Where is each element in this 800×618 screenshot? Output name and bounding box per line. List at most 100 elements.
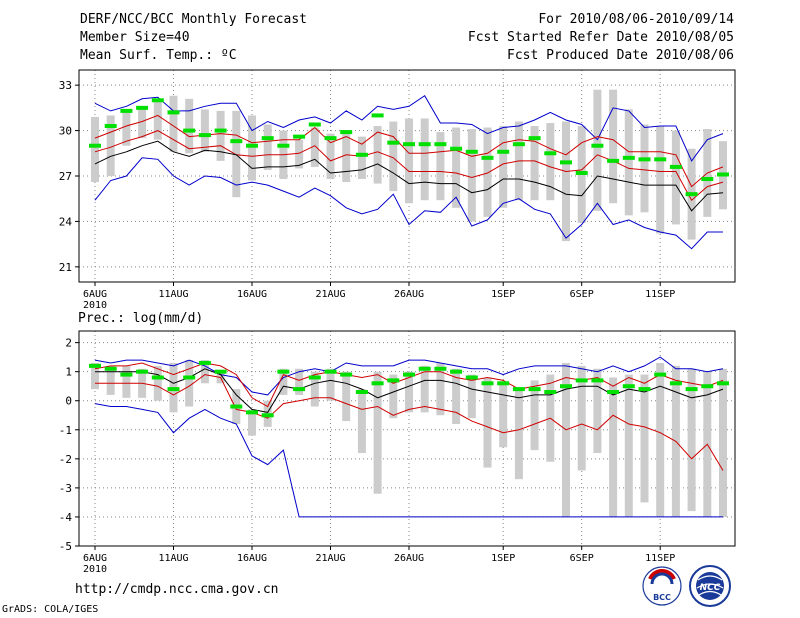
prec-ytick-label: -4 [59,511,73,524]
prec-ytick-label: -1 [59,424,72,437]
prec-box [248,409,256,436]
prec-median-mark [497,381,510,386]
temp-box [138,107,147,139]
temp-line-mean-minus-std [94,130,724,201]
temp-xtick-label: 6AUG [83,289,107,300]
prec-median-mark [120,372,133,377]
temp-box [593,89,602,211]
temp-median-mark [246,143,258,148]
temp-box [467,129,476,222]
temp-box [248,115,256,181]
temp-box [530,126,539,201]
temp-median-mark [324,136,337,141]
prec-median-mark [418,366,431,371]
temp-ytick-label: 30 [59,125,72,138]
prec-median-mark [89,363,101,368]
prec-box [530,380,539,451]
prec-median-mark [387,378,400,383]
bcc-logo-text: BCC [653,593,671,602]
temp-box [436,132,445,201]
prec-xtick-label: 16AUG [237,553,267,564]
prec-median-mark [701,384,714,389]
prec-box [420,365,429,413]
precipitation-title: Prec.: log(mm/d) [78,311,203,326]
temp-xtick-label: 6SEP [570,289,594,300]
temp-ytick-label: 21 [59,261,72,274]
prec-median-mark [261,413,274,418]
prec-median-mark [293,387,306,392]
prec-median-mark [654,372,667,377]
prec-median-mark [607,390,620,395]
prec-box [389,374,398,419]
temp-box [562,121,570,242]
prec-median-mark [324,369,337,374]
temp-xtick-label: 1SEP [491,289,515,300]
temp-ytick-label: 33 [59,79,72,92]
prec-box [483,377,492,468]
prec-box [640,374,649,503]
temp-median-mark [434,142,447,147]
temp-median-mark [151,98,164,103]
prec-box [609,377,618,517]
temp-median-mark [355,152,368,157]
prec-median-mark [308,375,321,380]
temp-median-mark [418,142,431,147]
prec-box [687,368,696,512]
prec-box [656,362,665,517]
temp-median-mark [293,134,306,139]
temp-box [326,133,335,180]
prec-box [593,368,602,454]
prec-box [467,374,476,419]
prec-median-mark [591,378,604,383]
ncc-logo: NCC [689,565,731,607]
prec-ytick-label: -3 [59,482,72,495]
prec-median-mark [340,372,353,377]
prec-box [562,362,570,517]
forecast-produced-date: Fcst Produced Date 2010/08/06 [507,48,734,63]
prec-box [452,368,461,424]
prec-box [310,371,319,407]
temp-median-mark [638,157,651,162]
temp-box [153,100,162,140]
temp-median-mark [560,160,572,165]
temp-median-mark [183,128,196,133]
prec-ytick-label: 2 [65,337,72,350]
temp-xtick-label: 11SEP [645,289,675,300]
temp-median-mark [277,143,290,148]
temp-median-mark [575,170,588,175]
forecast-start-date: Fcst Started Refer Date 2010/08/05 [467,30,734,45]
prec-median-mark [183,375,196,380]
temp-median-mark [512,142,525,147]
temp-xtick-label: 11AUG [158,289,188,300]
temp-box [389,121,398,192]
prec-median-mark [528,387,541,392]
temp-box [483,127,492,217]
prec-median-mark [277,369,290,374]
temp-median-mark [387,140,400,145]
bcc-logo: BCC [642,566,682,606]
temp-median-mark [481,155,494,160]
prec-xtick-label: 1SEP [491,553,515,564]
prec-box [326,368,335,401]
prec-plot-frame [78,330,736,547]
temp-xtick-label: 16AUG [237,289,267,300]
prec-line-ensemble-min [94,403,723,518]
temp-box [405,118,413,204]
temp-median-mark [308,122,321,127]
temp-box [640,124,649,213]
temp-median-mark [104,124,117,129]
prec-median-mark [230,404,243,409]
prec-median-mark [371,381,384,386]
prec-median-mark [465,375,478,380]
source-url[interactable]: http://cmdp.ncc.cma.gov.cn [75,582,279,597]
temp-median-mark [167,110,180,115]
temp-box [452,127,461,208]
chart-title: DERF/NCC/BCC Monthly Forecast [80,12,307,27]
temp-median-mark [136,105,149,110]
temp-median-mark [230,139,243,144]
temp-median-mark [528,136,541,141]
prec-median-mark [246,410,258,415]
